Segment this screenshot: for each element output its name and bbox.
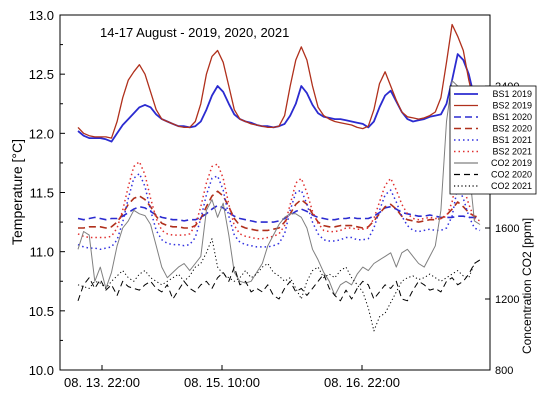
y2-tick-label: 1200 bbox=[495, 294, 519, 306]
legend-label: CO2 2021 bbox=[491, 181, 532, 191]
series-line-bs1-2020 bbox=[77, 204, 480, 223]
x-tick-label: 08. 15. 10:00 bbox=[184, 375, 260, 390]
y2-tick-label: 1600 bbox=[495, 223, 519, 235]
legend-label: BS1 2021 bbox=[492, 135, 532, 145]
legend-label: BS1 2020 bbox=[492, 112, 532, 122]
y-tick-label: 13.0 bbox=[29, 8, 54, 23]
x-tick-label: 08. 13. 22:00 bbox=[64, 375, 140, 390]
series-line-bs1-2019 bbox=[77, 53, 481, 143]
series-line-co2-2020 bbox=[77, 259, 481, 302]
series-line-co2-2019 bbox=[77, 80, 481, 296]
series-line-bs1-2021 bbox=[77, 172, 481, 251]
series-line-co2-2021 bbox=[77, 238, 481, 332]
y2-axis-title: Concentration CO2 [ppm] bbox=[520, 218, 534, 354]
chart-title: 14-17 August - 2019, 2020, 2021 bbox=[100, 25, 289, 40]
axes: 10.010.511.011.512.012.513.0800120016002… bbox=[29, 8, 520, 390]
x-tick-label: 08. 16. 22:00 bbox=[324, 375, 400, 390]
legend-label: CO2 2019 bbox=[491, 158, 532, 168]
y2-tick-label: 800 bbox=[495, 365, 513, 377]
y-tick-label: 11.5 bbox=[30, 186, 54, 201]
plot-lines bbox=[77, 23, 481, 332]
legend-label: BS2 2020 bbox=[492, 124, 532, 134]
y-tick-label: 10.5 bbox=[29, 304, 54, 319]
plot-frame bbox=[59, 14, 491, 371]
y-axis-title: Temperature [°C] bbox=[9, 139, 25, 245]
series-line-bs2-2020 bbox=[78, 190, 481, 232]
legend-label: BS1 2019 bbox=[492, 89, 532, 99]
y-tick-label: 11.0 bbox=[30, 245, 54, 260]
y-tick-label: 12.0 bbox=[29, 126, 54, 141]
series-line-bs2-2019 bbox=[77, 23, 481, 139]
y-tick-label: 12.5 bbox=[29, 67, 54, 82]
legend-label: CO2 2020 bbox=[491, 170, 532, 180]
legend-label: BS2 2021 bbox=[492, 147, 532, 157]
legend-label: BS2 2019 bbox=[492, 101, 532, 111]
y-tick-label: 10.0 bbox=[29, 363, 54, 378]
